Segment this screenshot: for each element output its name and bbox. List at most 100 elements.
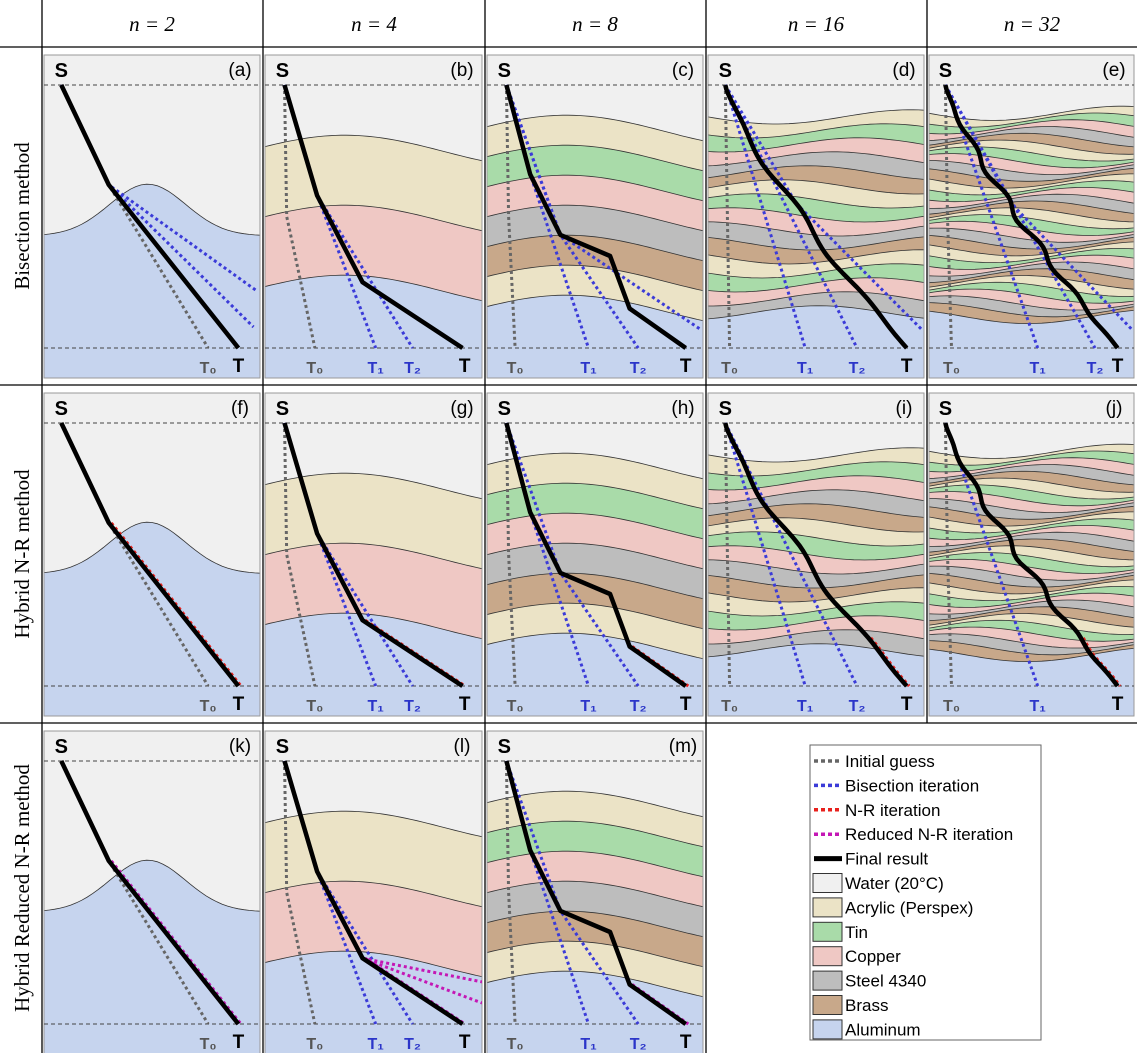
legend-label: Acrylic (Perspex) [845, 898, 973, 917]
page: S(a)TT₀S(b)TT₀T₁T₂S(c)TT₀T₁T₂S(d)TT₀T₁T₂… [0, 0, 1137, 1053]
legend-swatch [813, 971, 842, 990]
iteration-marker: T₀ [507, 698, 524, 715]
legend-swatch [813, 996, 842, 1015]
material-layer [708, 306, 924, 378]
legend-swatch [813, 1020, 842, 1039]
legend-label: N-R iteration [845, 801, 940, 820]
layers [929, 444, 1134, 716]
source-label: S [719, 60, 732, 82]
target-label: T [233, 1032, 245, 1053]
row-labels: Bisection method Hybrid N-R method Hybri… [10, 142, 34, 1012]
panel-label: (g) [450, 398, 473, 419]
iteration-marker: T₂ [849, 698, 866, 715]
column-header: n = 2 [129, 12, 175, 36]
iteration-marker: T₀ [200, 360, 217, 377]
panel-label: (a) [228, 60, 251, 81]
target-label: T [459, 1032, 471, 1053]
row-label: Hybrid Reduced N-R method [10, 764, 34, 1012]
legend: Initial guess Bisection iteration N-R iter… [810, 745, 1041, 1040]
iteration-marker: T₂ [404, 360, 421, 377]
source-label: S [498, 736, 511, 758]
iteration-marker: T₁ [580, 1036, 597, 1053]
panel-label: (h) [671, 398, 694, 419]
source-label: S [276, 60, 289, 82]
source-label: S [55, 60, 68, 82]
panel-label: (b) [450, 60, 473, 81]
iteration-marker: T₀ [943, 360, 960, 377]
iteration-marker: T₂ [630, 698, 647, 715]
iteration-marker: T₀ [200, 1036, 217, 1053]
panel: S(b)TT₀T₁T₂ [265, 55, 482, 378]
iteration-marker: T₁ [1029, 360, 1046, 377]
target-label: T [1112, 694, 1124, 715]
iteration-marker: T₀ [507, 360, 524, 377]
target-label: T [901, 694, 913, 715]
panel-label: (j) [1106, 398, 1123, 419]
iteration-marker: T₂ [404, 698, 421, 715]
column-headers: n = 2 n = 4 n = 8 n = 16 n = 32 [129, 12, 1060, 36]
row-label: Bisection method [10, 142, 34, 290]
legend-label: Bisection iteration [845, 776, 979, 795]
legend-label: Brass [845, 996, 888, 1015]
target-label: T [233, 694, 245, 715]
iteration-marker: T₁ [580, 698, 597, 715]
material-layer [708, 644, 924, 716]
iteration-marker: T₀ [943, 698, 960, 715]
panel: S (m) T T₀ T₁ T₂ [487, 731, 703, 1053]
panel-label: (f) [231, 398, 249, 419]
iteration-marker: T₁ [367, 360, 384, 377]
iteration-marker: T₀ [507, 1036, 524, 1053]
column-header: n = 8 [572, 12, 618, 36]
source-label: S [498, 60, 511, 82]
legend-label: Tin [845, 923, 868, 942]
iteration-marker: T₂ [1087, 360, 1104, 377]
panel: S (a) T T₀ [44, 55, 260, 378]
source-label: S [276, 398, 289, 420]
panel-label: (k) [229, 736, 251, 757]
iteration-marker: T₀ [200, 698, 217, 715]
source-label: S [719, 398, 732, 420]
iteration-marker: T₁ [367, 1036, 384, 1053]
figure: S(a)TT₀S(b)TT₀T₁T₂S(c)TT₀T₁T₂S(d)TT₀T₁T₂… [0, 0, 1137, 1053]
target-label: T [459, 694, 471, 715]
legend-swatch [813, 874, 842, 893]
iteration-marker: T₂ [630, 1036, 647, 1053]
panel-label: (l) [454, 736, 471, 757]
legend-label: Copper [845, 947, 901, 966]
legend-label: Initial guess [845, 752, 935, 771]
column-header: n = 32 [1004, 12, 1061, 36]
source-label: S [939, 398, 952, 420]
layers [708, 448, 924, 716]
target-label: T [680, 1032, 692, 1053]
target-label: T [680, 694, 692, 715]
iteration-marker: T₁ [1029, 698, 1046, 715]
layers [708, 110, 924, 378]
iteration-marker: T₀ [306, 1036, 323, 1053]
legend-swatch [813, 922, 842, 941]
target-label: T [1112, 356, 1124, 377]
panel: S (k) T T₀ [44, 731, 260, 1053]
legend-label: Water (20°C) [845, 874, 944, 893]
panel: S (f) T T₀ [44, 393, 260, 716]
legend-label: Aluminum [845, 1020, 921, 1039]
target-label: T [233, 356, 245, 377]
column-header: n = 4 [351, 12, 397, 36]
legend-label: Reduced N-R iteration [845, 825, 1013, 844]
iteration-marker: T₂ [849, 360, 866, 377]
panel-label: (m) [669, 736, 697, 757]
iteration-marker: T₁ [580, 360, 597, 377]
iteration-marker: T₁ [797, 698, 814, 715]
row-label: Hybrid N-R method [10, 469, 34, 639]
legend-label: Final result [845, 850, 928, 869]
iteration-marker: T₁ [797, 360, 814, 377]
panel-label: (i) [896, 398, 913, 419]
legend-swatch [813, 947, 842, 966]
iteration-marker: T₁ [367, 698, 384, 715]
panel: S(e)TT₀T₁T₂ [929, 55, 1134, 378]
source-label: S [55, 398, 68, 420]
source-label: S [55, 736, 68, 758]
panel: S(d)TT₀T₁T₂ [708, 55, 924, 378]
